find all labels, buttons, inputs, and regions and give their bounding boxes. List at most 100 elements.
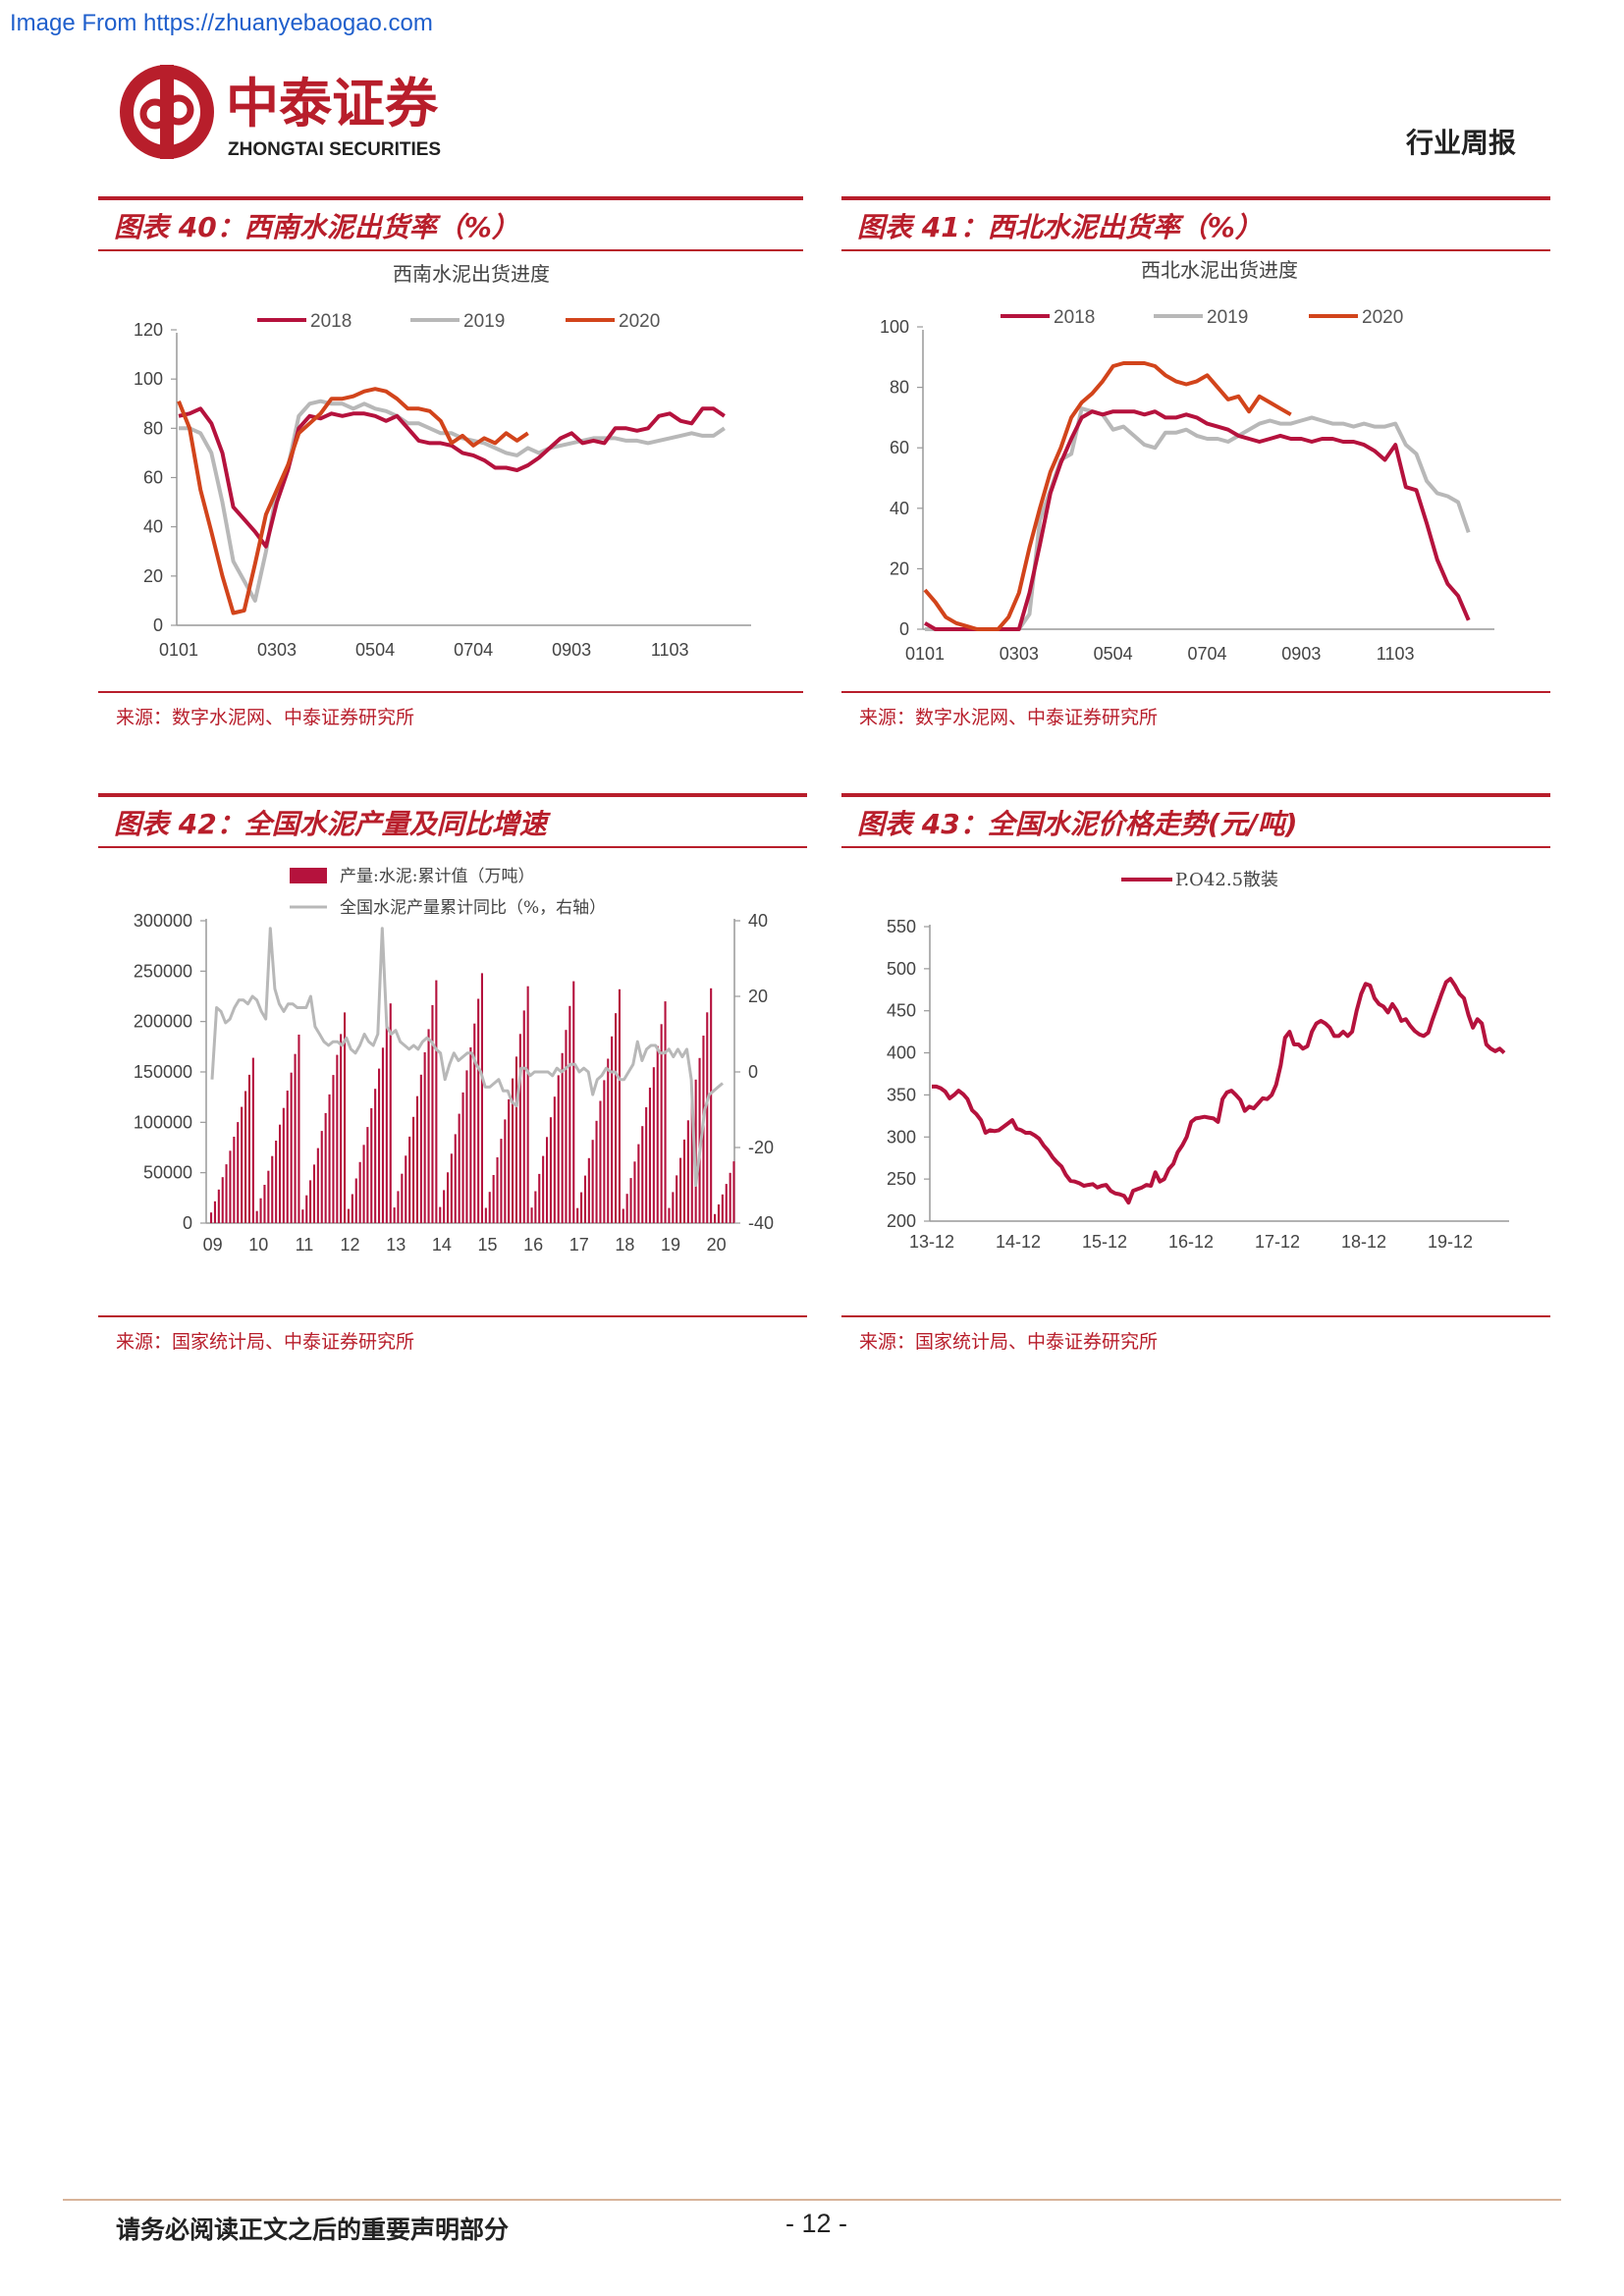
y-tick-label: 40 xyxy=(890,499,909,518)
y-tick-label: 20 xyxy=(143,566,163,586)
x-tick-label: 19 xyxy=(661,1235,680,1255)
production-bar xyxy=(263,1185,266,1223)
figure-41-chart: 西北水泥出货进度 2018 2019 2020 0 20 40 60 80 100 010… xyxy=(880,258,1494,664)
x-tick-label: 18 xyxy=(615,1235,634,1255)
chart-43-yticks: 200 250 300 350 400 450 500 550 xyxy=(887,917,930,1231)
production-bar xyxy=(538,1173,541,1223)
production-bar xyxy=(233,1137,236,1223)
production-bar xyxy=(415,1095,418,1223)
figure-41-source-text: 来源：数字水泥网、中泰证券研究所 xyxy=(859,707,1159,728)
x-tick-label: 0903 xyxy=(1281,644,1321,664)
y-tick-label: 120 xyxy=(134,320,163,340)
production-bar xyxy=(412,1116,415,1223)
production-bar xyxy=(465,1070,468,1223)
production-bar xyxy=(279,1124,282,1223)
production-bar xyxy=(641,1126,644,1223)
x-tick-label: 09 xyxy=(203,1235,223,1255)
x-tick-label: 0504 xyxy=(355,640,395,660)
production-bar xyxy=(389,1003,392,1223)
production-bar xyxy=(458,1113,460,1223)
production-bar xyxy=(542,1155,545,1223)
production-bar xyxy=(480,973,483,1223)
x-tick-label: 0303 xyxy=(1000,644,1039,664)
watermark-text[interactable]: Image From https://zhuanyebaogao.com xyxy=(10,10,433,36)
y-tick-label: 100 xyxy=(880,317,909,337)
production-bar xyxy=(530,1207,533,1223)
x-tick-label: 12 xyxy=(341,1235,360,1255)
production-bar xyxy=(565,1030,568,1223)
production-bar xyxy=(443,1190,446,1223)
production-bar xyxy=(427,1029,430,1223)
y-tick-label: 20 xyxy=(748,987,768,1006)
production-bar xyxy=(241,1106,244,1223)
production-bar xyxy=(370,1108,373,1223)
legend-2019: 2019 xyxy=(463,311,505,332)
company-logo: 中泰证券 ZHONGTAI SECURITIES xyxy=(116,61,489,167)
production-bar xyxy=(358,1161,361,1223)
production-bar xyxy=(294,1053,297,1223)
y-tick-label: 80 xyxy=(143,418,163,438)
production-bar xyxy=(251,1057,254,1223)
price-line xyxy=(932,977,1506,1205)
production-bar xyxy=(439,1206,442,1223)
x-tick-label: 0704 xyxy=(1187,644,1226,664)
x-tick-label: 10 xyxy=(248,1235,268,1255)
y-tick-label: 100 xyxy=(134,369,163,389)
production-bar xyxy=(381,1047,384,1223)
x-tick-label: 17-12 xyxy=(1255,1232,1300,1252)
production-bar xyxy=(473,1023,476,1223)
chart-41-xticks: 0101 0303 0504 0704 0903 1103 xyxy=(905,644,1415,664)
production-bar xyxy=(676,1175,678,1223)
production-bar xyxy=(393,1207,396,1223)
chart-41-title: 西北水泥出货进度 xyxy=(1141,258,1298,282)
production-bar xyxy=(267,1170,270,1223)
production-bar xyxy=(534,1191,537,1223)
production-bar xyxy=(492,1175,495,1223)
legend-yoy: 全国水泥产量累计同比（%，右轴） xyxy=(340,898,606,918)
production-bar xyxy=(568,1005,571,1223)
production-bar xyxy=(583,1175,586,1223)
production-bar xyxy=(717,1204,720,1223)
production-bar xyxy=(595,1120,598,1223)
chart-42-legend: 产量:水泥:累计值（万吨） 全国水泥产量累计同比（%，右轴） xyxy=(290,867,606,918)
production-bar xyxy=(549,1117,552,1223)
legend-2020: 2020 xyxy=(1362,307,1403,328)
figure-40-header: 图表 40：西南水泥出货率（%） xyxy=(98,196,803,251)
chart-40-title: 西南水泥出货进度 xyxy=(393,262,550,286)
production-bar xyxy=(686,1120,689,1223)
series-2019-line xyxy=(925,406,1471,631)
y-tick-label: 60 xyxy=(143,468,163,488)
legend-2018: 2018 xyxy=(310,311,352,332)
x-tick-label: 11 xyxy=(296,1235,314,1255)
production-bar xyxy=(378,1068,381,1223)
production-bar xyxy=(603,1080,606,1223)
production-bar xyxy=(298,1035,300,1223)
production-bar xyxy=(690,1100,693,1223)
production-bar xyxy=(347,1208,350,1223)
x-tick-label: 20 xyxy=(707,1235,727,1255)
x-tick-label: 1103 xyxy=(1377,644,1415,664)
production-bar xyxy=(423,1052,426,1223)
footer-divider xyxy=(63,2199,1561,2201)
legend-2019: 2019 xyxy=(1207,307,1248,328)
production-bar xyxy=(271,1155,274,1223)
chart-42-xticks: 09 10 11 12 13 14 15 16 17 18 19 20 xyxy=(203,1235,727,1255)
series-2018-line xyxy=(923,409,1471,631)
production-bar xyxy=(512,1078,514,1223)
production-bar xyxy=(518,1034,521,1223)
y-tick-label: 450 xyxy=(887,1001,916,1021)
legend-production: 产量:水泥:累计值（万吨） xyxy=(340,867,534,886)
production-bar xyxy=(354,1178,357,1223)
production-bar xyxy=(729,1172,731,1223)
legend-2020: 2020 xyxy=(619,311,660,332)
production-bar xyxy=(336,1054,339,1223)
production-bar xyxy=(682,1139,685,1223)
figure-42-source-text: 来源：国家统计局、中泰证券研究所 xyxy=(116,1331,415,1353)
production-bar xyxy=(210,1212,213,1223)
series-2018-line xyxy=(178,406,726,549)
production-bar xyxy=(645,1107,648,1223)
chart-42-yticks-left: 0 50000 100000 150000 200000 250000 300000 xyxy=(134,911,206,1233)
production-bar xyxy=(244,1091,247,1223)
production-bar xyxy=(710,988,713,1223)
production-bar xyxy=(340,1034,343,1223)
